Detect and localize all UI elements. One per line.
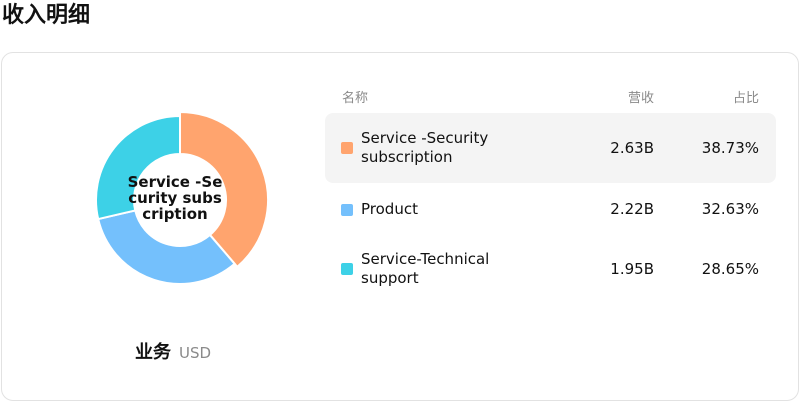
table-header: 名称 营收 占比	[325, 84, 776, 106]
column-header-revenue: 营收	[627, 91, 654, 106]
donut-slice-product[interactable]	[96, 209, 237, 285]
revenue-table: 名称 营收 占比 Service -Security subscription …	[325, 84, 776, 287]
donut-center-label: Service -Security subscription	[127, 173, 223, 223]
segment-label: 业务	[135, 342, 171, 363]
table-row-security[interactable]: Service -Security subscription 2.63B 38.…	[325, 113, 776, 183]
currency-label: USD	[179, 344, 212, 362]
legend-swatch-technical-support	[341, 263, 353, 275]
table-row-product[interactable]: Product 2.22B 32.63%	[325, 187, 776, 231]
donut-chart: Service -Security subscription	[90, 110, 270, 290]
row-revenue-security: 2.63B	[610, 139, 654, 157]
donut-slice-security[interactable]	[179, 110, 269, 269]
row-name-security: Service -Security subscription	[361, 129, 489, 166]
donut-svg	[95, 110, 269, 285]
donut-slice-technical-support[interactable]	[95, 114, 181, 221]
table-row-technical-support[interactable]: Service-Technical support 1.95B 28.65%	[325, 237, 776, 301]
row-name-product: Product	[361, 200, 418, 218]
row-share-technical-support: 28.65%	[701, 260, 759, 278]
row-name-technical-support: Service-Technical support	[361, 250, 490, 287]
segment-summary: 业务 USD	[135, 338, 211, 364]
row-share-product: 32.63%	[701, 200, 759, 218]
legend-swatch-security	[341, 142, 353, 154]
page-title: 收入明细	[2, 3, 91, 28]
column-header-name: 名称	[342, 91, 369, 106]
row-revenue-technical-support: 1.95B	[610, 260, 654, 278]
row-revenue-product: 2.22B	[610, 200, 654, 218]
row-share-security: 38.73%	[701, 139, 759, 157]
legend-swatch-product	[341, 204, 353, 216]
column-header-share: 占比	[732, 91, 759, 106]
